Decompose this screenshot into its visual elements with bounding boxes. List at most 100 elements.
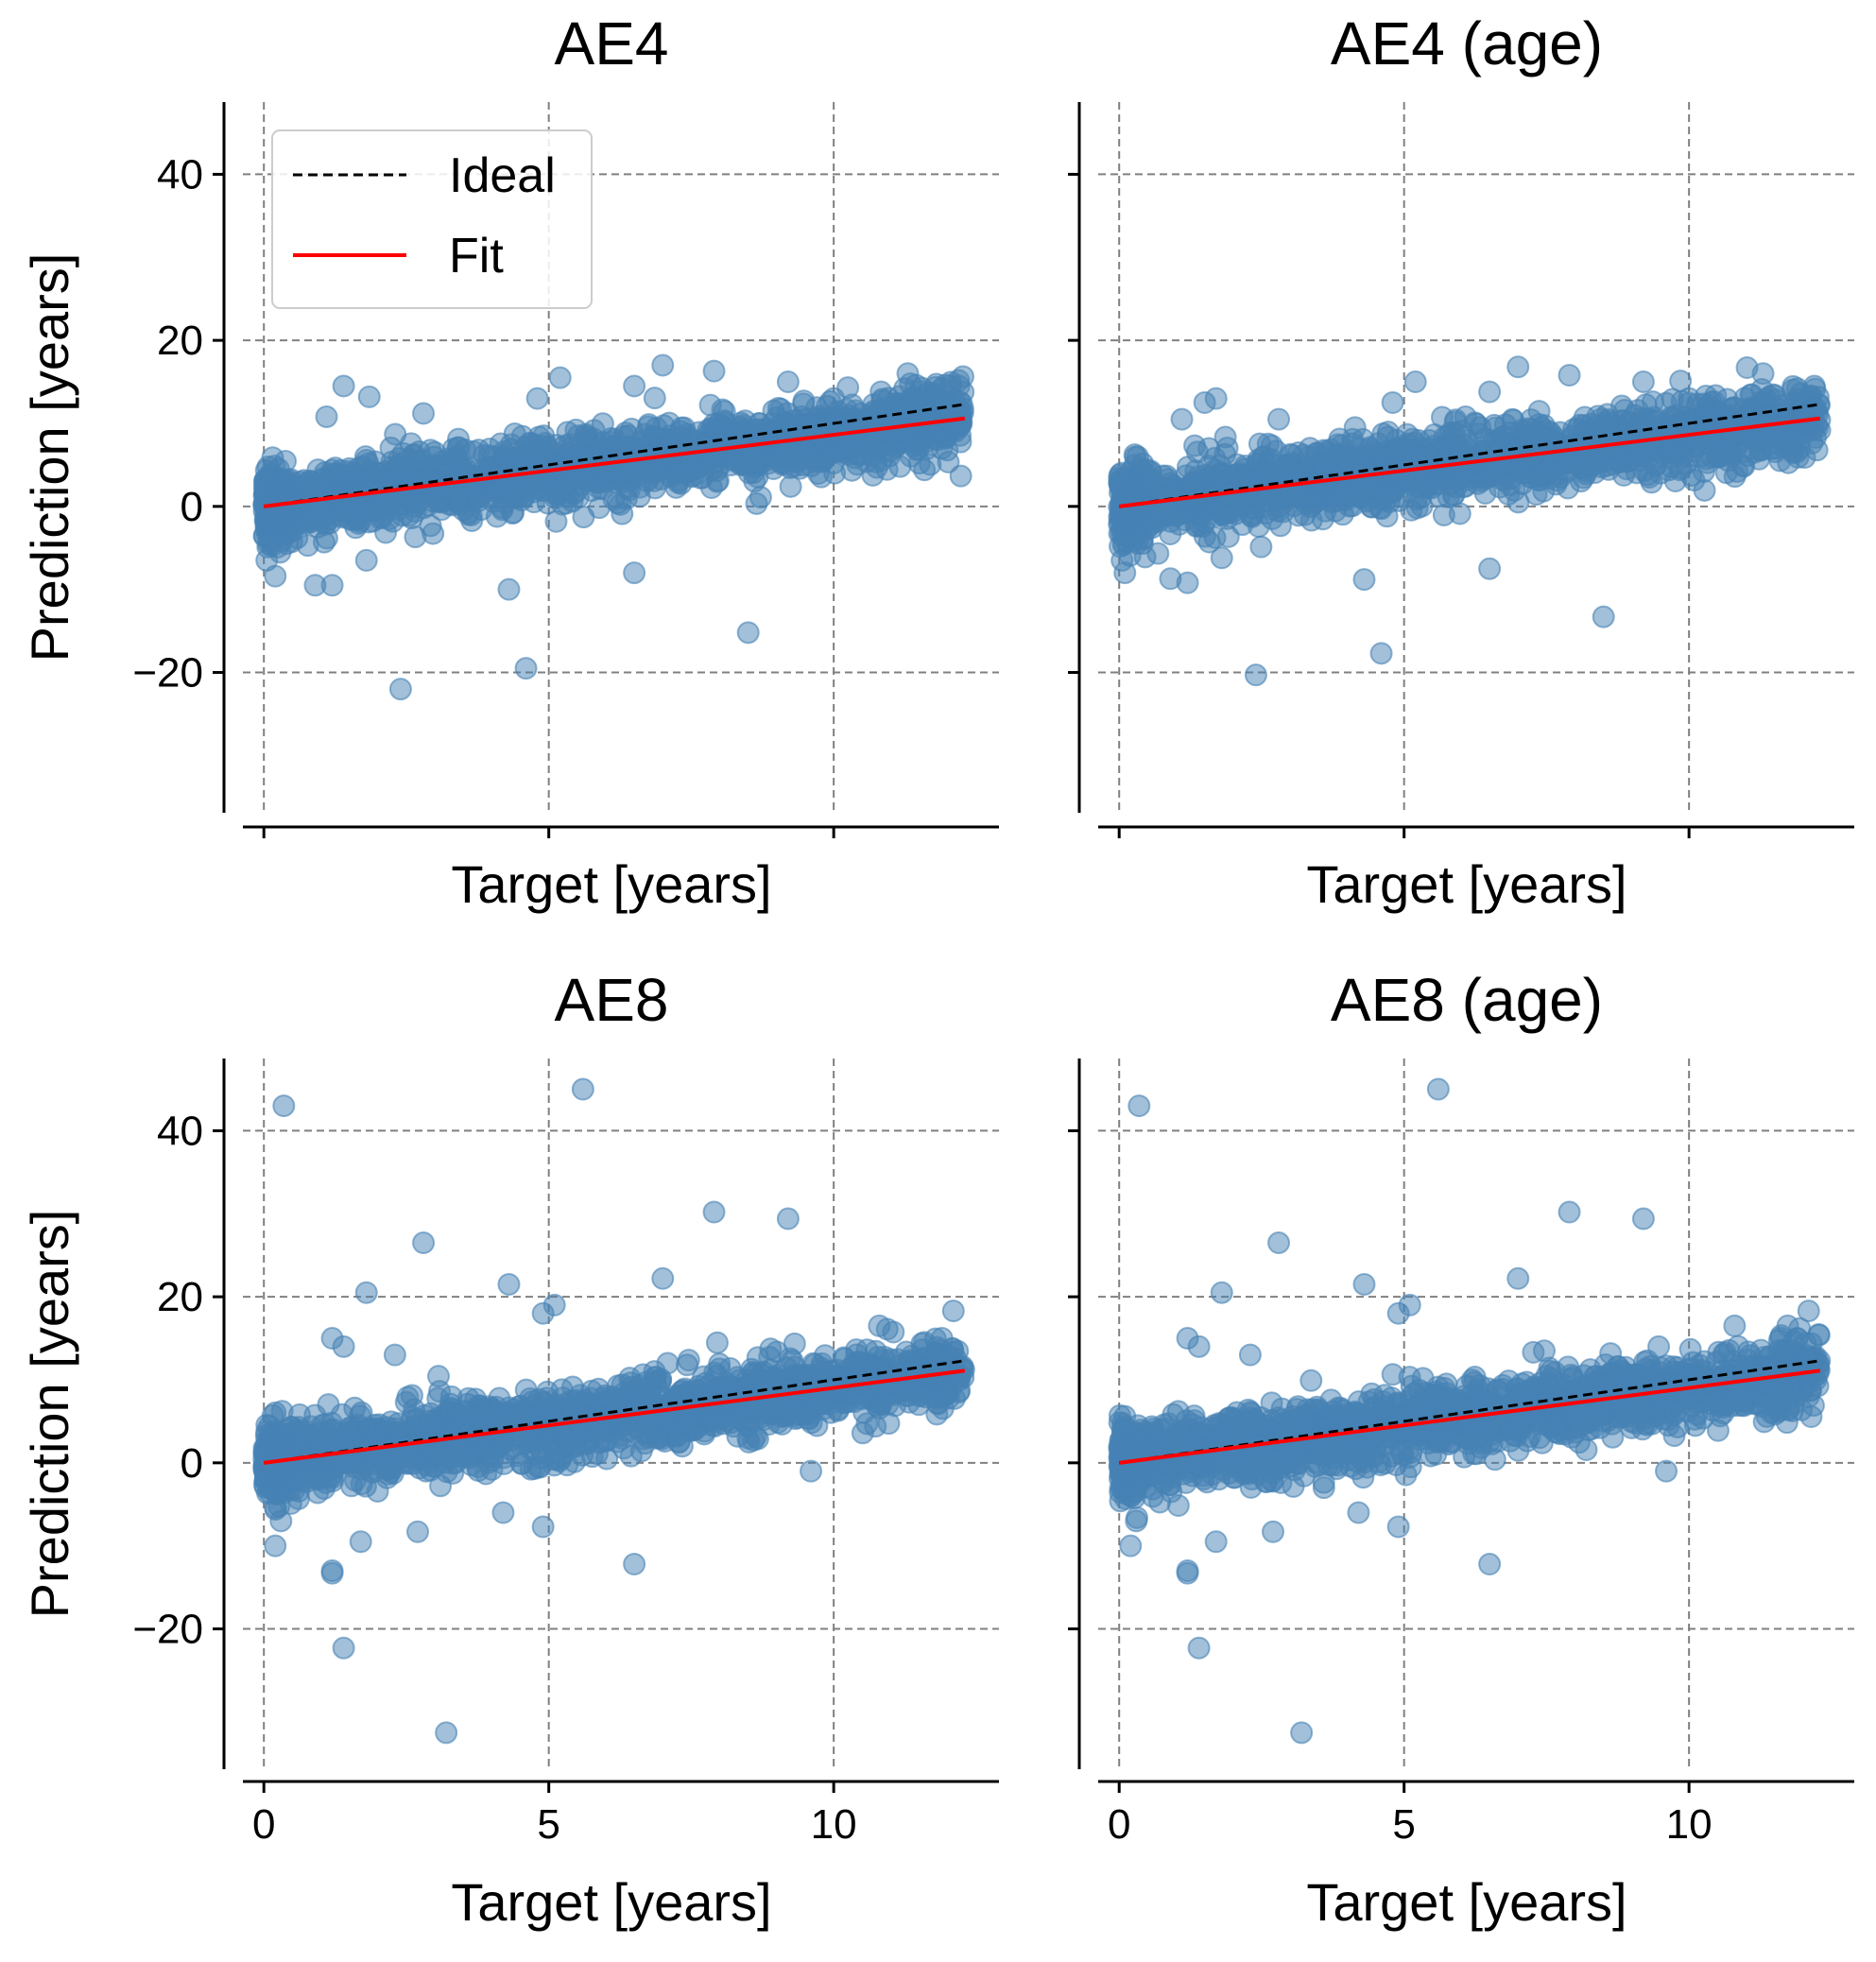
y-tick-label: 20 — [157, 318, 203, 364]
scatter-point-outlier — [497, 577, 521, 601]
scatter-point-outlier — [736, 621, 760, 645]
scatter-point — [387, 461, 410, 485]
scatter-point — [1108, 463, 1131, 487]
scatter-point — [284, 487, 308, 510]
scatter-point-outlier — [388, 678, 412, 701]
scatter-point-outlier — [1170, 407, 1194, 431]
scatter-point — [1535, 460, 1558, 484]
scatter-point — [1454, 404, 1477, 428]
scatter-point — [1224, 502, 1248, 525]
scatter-point — [1699, 390, 1723, 414]
scatter-point — [1583, 461, 1607, 485]
scatter-point-outlier — [1204, 387, 1228, 410]
scatter-point — [315, 526, 338, 550]
scatter-point-outlier — [1506, 355, 1530, 379]
scatter-point — [1741, 426, 1764, 450]
scatter-point — [766, 441, 790, 465]
scatter-point-outlier — [1244, 663, 1267, 687]
scatter-point-outlier — [1751, 362, 1775, 386]
scatter-point-outlier — [1631, 370, 1655, 394]
scatter-point — [1311, 508, 1334, 531]
scatter-point — [796, 447, 819, 471]
scatter-point-outlier — [1558, 364, 1581, 387]
scatter-point — [1750, 390, 1774, 414]
scatter-point — [591, 412, 614, 436]
scatter-point — [904, 438, 928, 461]
scatter-point-outlier — [357, 385, 381, 408]
scatter-point-outlier — [651, 353, 675, 377]
scatter-point-outlier — [264, 564, 287, 588]
scatter-point — [377, 508, 401, 531]
scatter-point-outlier — [930, 377, 954, 401]
scatter-point — [1253, 502, 1277, 525]
scatter-point-outlier — [525, 387, 549, 410]
scatter-point — [1710, 442, 1733, 466]
scatter-point — [1767, 408, 1791, 432]
scatter-point-outlier — [1267, 407, 1291, 431]
scatter-point-outlier — [332, 374, 355, 398]
scatter-point — [1586, 404, 1609, 428]
scatter-point — [1368, 475, 1391, 499]
scatter-point — [1668, 458, 1692, 482]
scatter-point — [283, 507, 306, 530]
y-axis-label: Prediction [years] — [20, 253, 79, 663]
scatter-point-outlier — [315, 404, 338, 428]
scatter-point — [572, 506, 595, 529]
subplot-2: AE4 (age) Target [years] — [1068, 9, 1854, 914]
scatter-point — [500, 481, 524, 505]
scatter-point-outlier — [822, 387, 846, 410]
scatter-point — [552, 435, 576, 458]
scatter-point-outlier — [354, 548, 378, 572]
scatter-point-outlier — [776, 370, 800, 394]
scatter-point — [1123, 443, 1146, 467]
scatter-point — [577, 466, 601, 490]
x-axis-label: Target [years] — [451, 854, 771, 914]
scatter-point — [318, 508, 341, 531]
scatter-point — [616, 424, 640, 448]
scatter-points — [1108, 355, 1832, 687]
scatter-point — [400, 1384, 423, 1407]
scatter-point — [1286, 504, 1310, 527]
scatter-point — [937, 450, 960, 473]
scatter-point — [262, 508, 285, 532]
scatter-point-outlier — [1369, 642, 1393, 665]
scatter-point — [1448, 467, 1472, 491]
scatter-point — [419, 514, 442, 538]
scatter-point — [886, 427, 909, 451]
scatter-point — [270, 1400, 294, 1423]
scatter-point — [1249, 535, 1273, 559]
y-tick-label: 40 — [157, 151, 203, 198]
y-tick-label: 0 — [181, 484, 203, 530]
scatter-point — [446, 436, 470, 459]
scatter-point-outlier — [623, 561, 646, 585]
scatter-point — [1197, 437, 1221, 460]
x-axis-label: Target [years] — [1306, 854, 1626, 914]
scatter-point — [1723, 465, 1747, 489]
scatter-point — [1125, 505, 1148, 528]
scatter-point — [1417, 445, 1440, 469]
scatter-point — [779, 474, 802, 498]
scatter-point-outlier — [1113, 561, 1137, 585]
scatter-point — [1216, 525, 1240, 548]
scatter-point-outlier — [320, 574, 344, 597]
scatter-point — [1341, 432, 1365, 456]
scatter-point — [643, 387, 666, 410]
scatter-point — [329, 458, 353, 482]
scatter-point — [1312, 453, 1335, 476]
scatter-point-outlier — [1176, 571, 1199, 594]
scatter-point-outlier — [1478, 380, 1502, 404]
scatter-point — [903, 386, 926, 409]
subplot-title: AE4 (age) — [1331, 9, 1603, 77]
scatter-points — [252, 353, 975, 701]
scatter-point-outlier — [1403, 370, 1427, 394]
scatter-point — [1783, 428, 1807, 452]
scatter-point — [1256, 432, 1280, 456]
scatter-point — [1643, 405, 1666, 429]
scatter-point — [400, 507, 423, 530]
scatter-point-outlier — [514, 657, 538, 680]
scatter-point — [1155, 464, 1179, 488]
scatter-point-outlier — [548, 366, 572, 389]
subplot-title: AE4 — [555, 9, 669, 77]
